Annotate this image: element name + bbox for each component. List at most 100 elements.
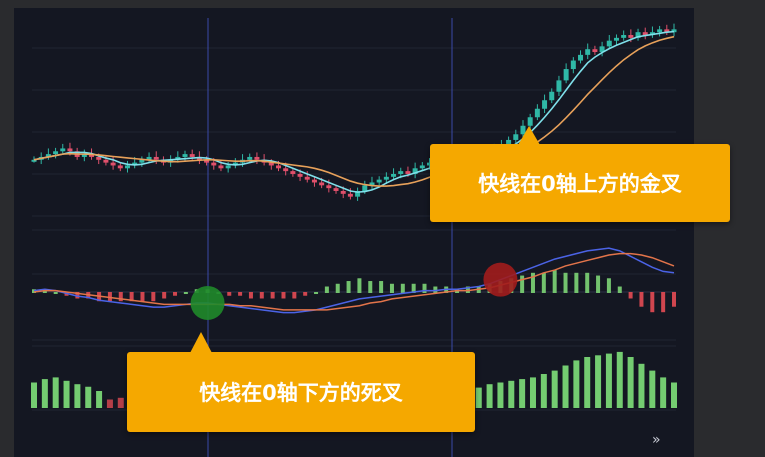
volume-bar bbox=[63, 380, 70, 408]
candle-body bbox=[110, 162, 116, 166]
volume-bar bbox=[660, 377, 667, 408]
candle-body bbox=[89, 154, 95, 157]
candle-body bbox=[664, 29, 670, 33]
volume-bar bbox=[562, 365, 569, 408]
volume-bar bbox=[638, 363, 645, 408]
candle-body bbox=[182, 154, 188, 157]
volume-bar bbox=[595, 355, 602, 408]
candle-body bbox=[139, 159, 145, 163]
volume-bar bbox=[627, 357, 634, 408]
candle-body bbox=[117, 165, 123, 169]
macd-histogram-bar bbox=[75, 292, 80, 299]
candle-body bbox=[427, 162, 433, 166]
volume-bar bbox=[96, 391, 103, 408]
candle-body bbox=[290, 171, 296, 174]
volume-bar bbox=[649, 370, 656, 408]
candle-body bbox=[333, 188, 339, 191]
macd-histogram-bar bbox=[151, 292, 156, 302]
macd-histogram-bar bbox=[118, 292, 123, 302]
macd-dif-line bbox=[33, 247, 675, 314]
volume-bar bbox=[573, 360, 580, 408]
candle-body bbox=[189, 154, 195, 157]
macd-histogram-bar bbox=[672, 292, 676, 307]
candle-body bbox=[304, 176, 310, 180]
volume-bar bbox=[616, 351, 623, 408]
candle-body bbox=[549, 91, 555, 101]
candle-body bbox=[542, 100, 548, 109]
macd-histogram-bar bbox=[411, 283, 416, 293]
candle-body bbox=[419, 165, 425, 169]
macd-histogram-bar bbox=[183, 292, 188, 294]
death-cross-label: 快线在0轴下方的死叉 bbox=[199, 381, 403, 405]
macd-histogram-bar bbox=[227, 292, 232, 296]
candle-body bbox=[96, 156, 102, 160]
candle-body bbox=[412, 168, 418, 174]
macd-histogram-bar bbox=[617, 286, 622, 293]
macd-histogram-bar bbox=[248, 292, 253, 299]
macd-histogram-bar bbox=[259, 292, 264, 299]
golden-cross-callout: 快线在0轴上方的金叉 bbox=[430, 126, 730, 222]
macd-histogram-bar bbox=[270, 292, 275, 299]
candle-body bbox=[53, 151, 59, 155]
slow-moving-average-line bbox=[33, 35, 675, 187]
macd-histogram-bar bbox=[140, 292, 145, 302]
candle-body bbox=[124, 165, 130, 169]
candle-body bbox=[376, 179, 382, 183]
macd-histogram-bar bbox=[335, 283, 340, 293]
candle-body bbox=[599, 46, 605, 53]
macd-histogram-bar bbox=[346, 281, 351, 293]
candle-body bbox=[606, 40, 612, 47]
volume-bar bbox=[486, 384, 493, 408]
candle-body bbox=[621, 35, 627, 38]
candle-body bbox=[570, 60, 576, 70]
candle-body bbox=[31, 159, 37, 162]
candle-body bbox=[247, 156, 253, 160]
callout-pointer bbox=[518, 126, 540, 145]
macd-histogram-bar bbox=[650, 292, 655, 313]
macd-histogram-bar bbox=[422, 283, 427, 293]
macd-histogram-bar bbox=[379, 281, 384, 293]
candle-body bbox=[175, 156, 181, 160]
candle-body bbox=[218, 165, 224, 169]
volume-bar bbox=[52, 377, 59, 408]
macd-histogram-bar bbox=[32, 289, 36, 293]
candle-body bbox=[649, 32, 655, 36]
candle-body bbox=[45, 154, 51, 157]
candle-body bbox=[196, 156, 202, 160]
volume-bar bbox=[671, 382, 677, 408]
volume-bar bbox=[519, 379, 526, 408]
candle-body bbox=[81, 154, 87, 157]
macd-histogram-bar bbox=[129, 292, 134, 302]
volume-bar bbox=[117, 397, 124, 408]
candle-body bbox=[628, 35, 634, 38]
macd-histogram-bar bbox=[530, 272, 535, 293]
golden-cross-marker bbox=[483, 262, 518, 297]
macd-histogram-bar bbox=[628, 292, 633, 299]
double-chevron-right-icon[interactable]: » bbox=[652, 432, 661, 448]
candle-body bbox=[391, 173, 397, 177]
macd-histogram-bar bbox=[606, 278, 611, 293]
candle-body bbox=[232, 162, 238, 166]
macd-histogram-bar bbox=[303, 292, 308, 296]
volume-bar bbox=[74, 384, 81, 408]
macd-histogram-bar bbox=[552, 270, 557, 293]
volume-bar bbox=[497, 382, 504, 408]
candle-body bbox=[254, 156, 260, 160]
volume-bar bbox=[475, 387, 482, 408]
golden-cross-label: 快线在0轴上方的金叉 bbox=[478, 172, 682, 196]
macd-histogram-bar bbox=[465, 286, 470, 293]
macd-histogram-bar bbox=[368, 281, 373, 293]
candle-body bbox=[347, 193, 353, 197]
macd-histogram-bar bbox=[661, 292, 666, 313]
candle-body bbox=[642, 32, 648, 36]
candle-body bbox=[657, 29, 663, 33]
candle-body bbox=[355, 190, 361, 197]
candle-body bbox=[103, 159, 109, 163]
volume-bar bbox=[551, 370, 558, 408]
candle-body bbox=[275, 165, 281, 169]
candle-body bbox=[132, 162, 138, 166]
macd-histogram-bar bbox=[585, 272, 590, 293]
volume-bar bbox=[85, 386, 92, 408]
macd-histogram-bar bbox=[314, 292, 319, 294]
candle-body bbox=[146, 156, 152, 160]
